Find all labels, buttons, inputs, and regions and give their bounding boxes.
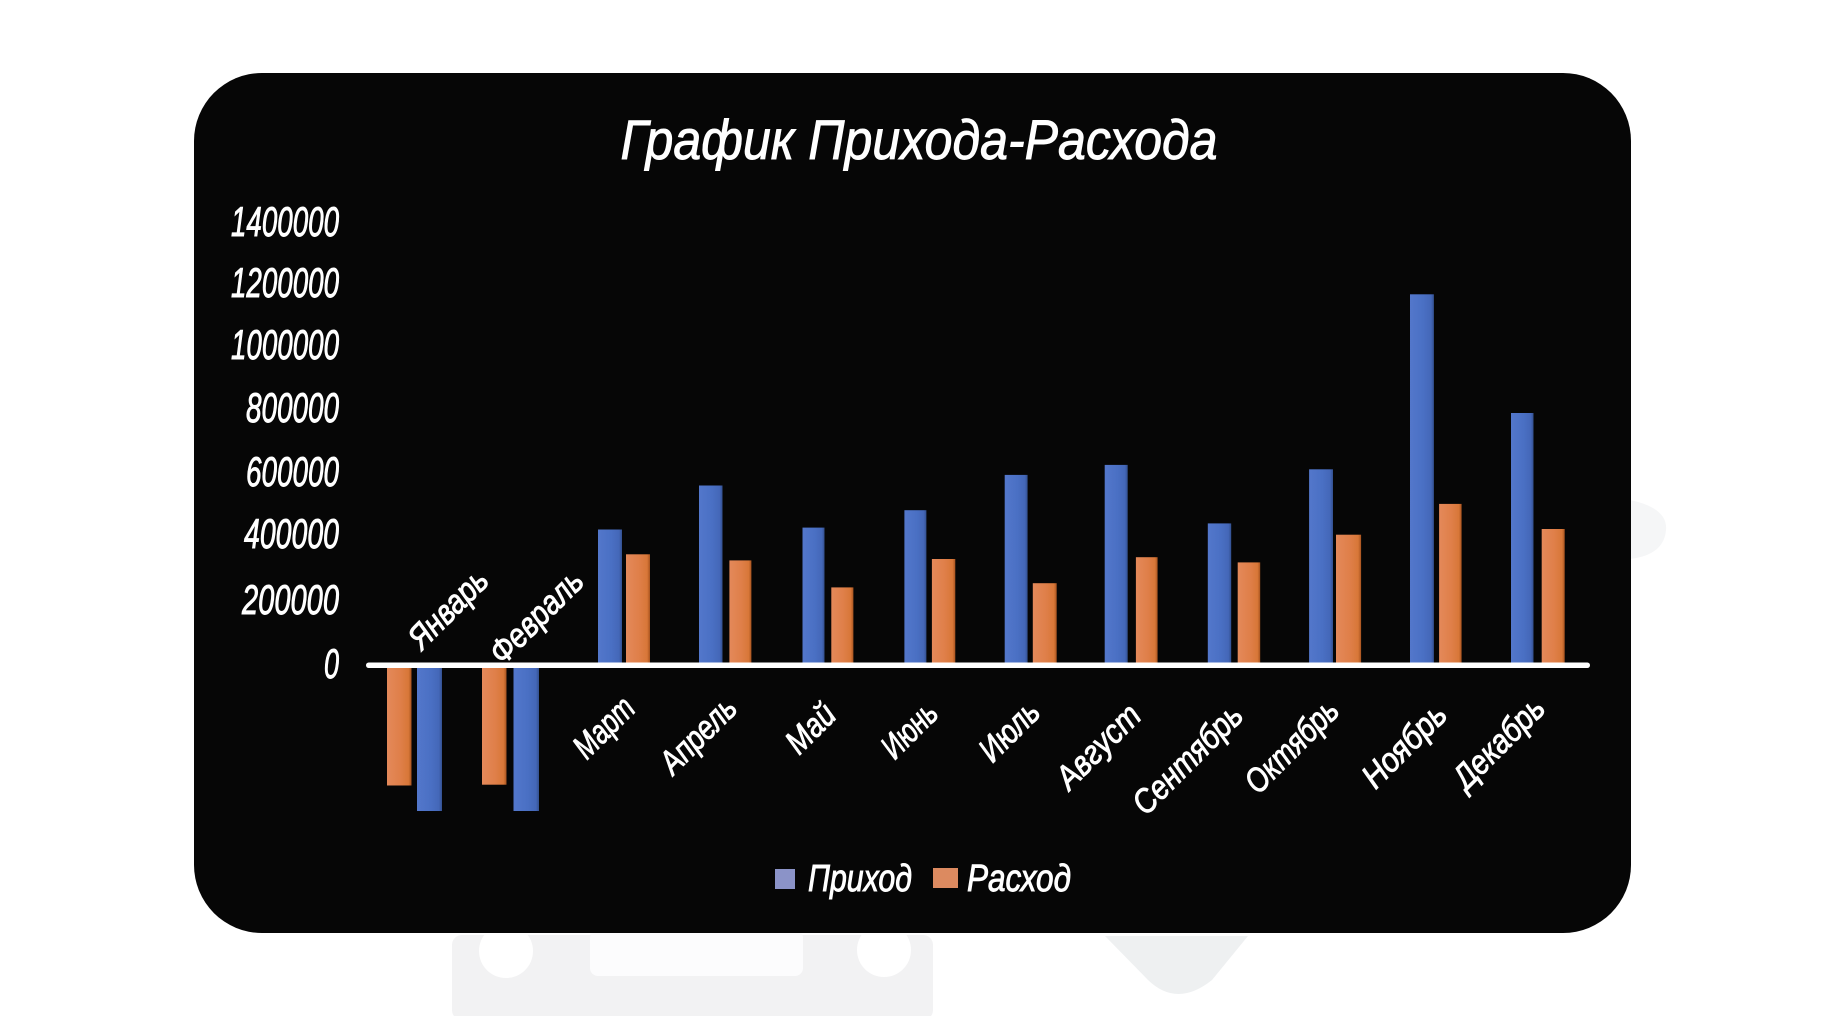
svg-text:1400000: 1400000 xyxy=(231,198,339,245)
svg-text:800000: 800000 xyxy=(246,384,339,431)
svg-text:Приход: Приход xyxy=(808,858,912,900)
svg-text:График Прихода-Расхода: График Прихода-Расхода xyxy=(621,108,1218,171)
svg-text:200000: 200000 xyxy=(241,576,339,623)
svg-text:1200000: 1200000 xyxy=(231,259,339,306)
svg-text:1000000: 1000000 xyxy=(231,321,339,368)
svg-text:0: 0 xyxy=(324,640,339,687)
svg-text:600000: 600000 xyxy=(246,448,339,495)
svg-text:Расход: Расход xyxy=(967,858,1071,900)
svg-text:400000: 400000 xyxy=(244,510,339,557)
